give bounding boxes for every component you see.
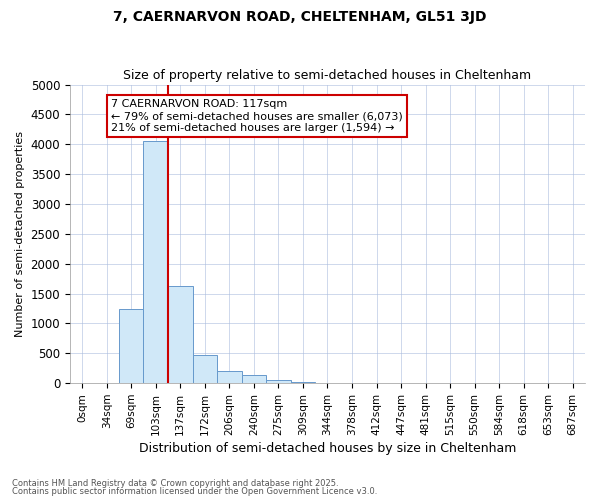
Bar <box>290 382 315 383</box>
X-axis label: Distribution of semi-detached houses by size in Cheltenham: Distribution of semi-detached houses by … <box>139 442 516 455</box>
Text: 7 CAERNARVON ROAD: 117sqm
← 79% of semi-detached houses are smaller (6,073)
21% : 7 CAERNARVON ROAD: 117sqm ← 79% of semi-… <box>111 100 403 132</box>
Bar <box>168 286 193 383</box>
Title: Size of property relative to semi-detached houses in Cheltenham: Size of property relative to semi-detach… <box>124 69 532 82</box>
Text: Contains public sector information licensed under the Open Government Licence v3: Contains public sector information licen… <box>12 487 377 496</box>
Text: 7, CAERNARVON ROAD, CHELTENHAM, GL51 3JD: 7, CAERNARVON ROAD, CHELTENHAM, GL51 3JD <box>113 10 487 24</box>
Y-axis label: Number of semi-detached properties: Number of semi-detached properties <box>15 131 25 337</box>
Bar <box>143 142 168 383</box>
Bar <box>119 308 143 383</box>
Text: Contains HM Land Registry data © Crown copyright and database right 2025.: Contains HM Land Registry data © Crown c… <box>12 478 338 488</box>
Bar <box>217 372 242 383</box>
Bar <box>242 376 266 383</box>
Bar <box>193 354 217 383</box>
Bar <box>266 380 290 383</box>
